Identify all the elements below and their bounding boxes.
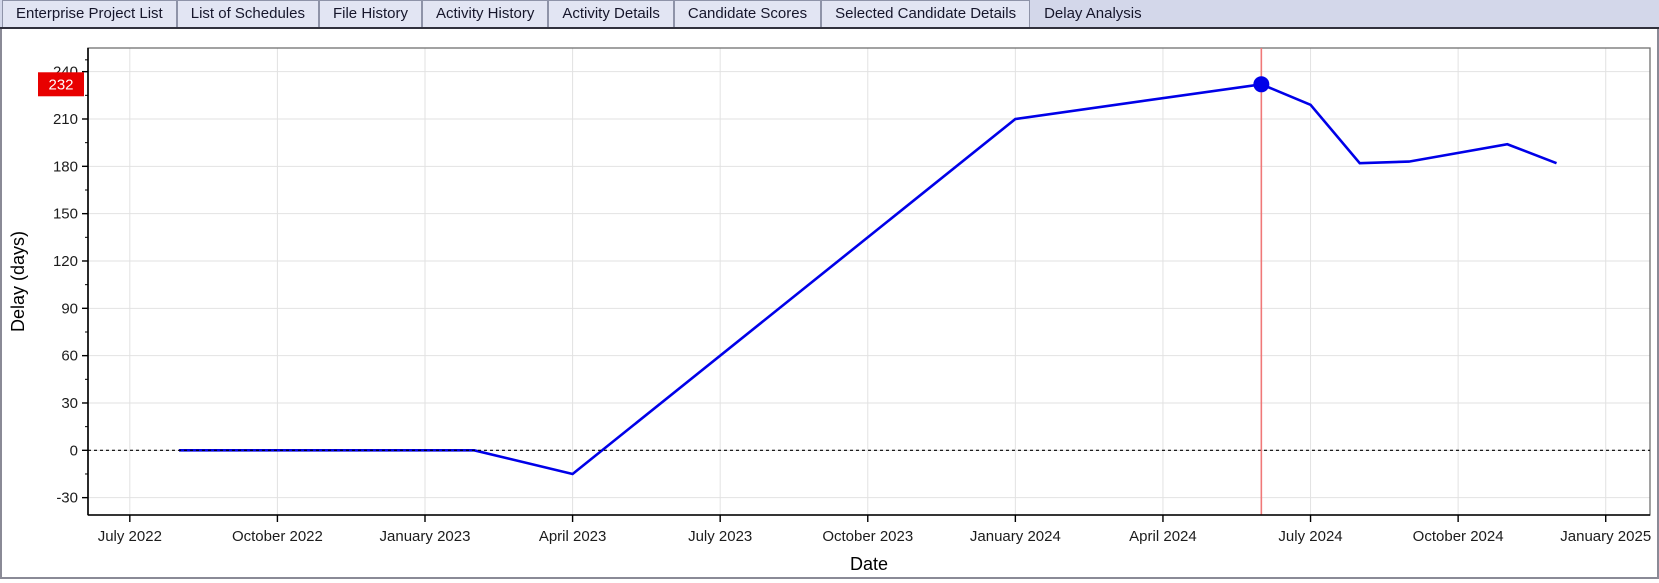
- delay-analysis-panel: 240 210 180 150 120 90 60 30 0 -30 July 2022 Octobe…: [0, 29, 1659, 579]
- x-tick-label: January 2024: [970, 528, 1061, 545]
- y-tick-label: -30: [56, 490, 78, 507]
- peak-delay-marker[interactable]: [1253, 76, 1270, 93]
- tab-activity-history[interactable]: Activity History: [422, 0, 549, 27]
- x-tick-label: April 2023: [539, 528, 607, 545]
- tab-activity-details[interactable]: Activity Details: [548, 0, 674, 27]
- delay-line-series: [179, 82, 1557, 476]
- x-tick-label: January 2025: [1560, 528, 1651, 545]
- tab-enterprise-project-list[interactable]: Enterprise Project List: [2, 0, 177, 27]
- y-tick-label: 90: [61, 300, 78, 317]
- tab-file-history[interactable]: File History: [318, 0, 422, 27]
- x-tick-label: October 2022: [232, 528, 323, 545]
- x-tick-label: April 2024: [1129, 528, 1197, 545]
- y-tick-label: 0: [70, 442, 78, 459]
- y-tick-label: 30: [61, 395, 78, 412]
- y-tick-label: 210: [53, 111, 78, 128]
- y-tick-label: 60: [61, 348, 78, 365]
- peak-value-badge-label: 232: [48, 76, 73, 93]
- tab-candidate-scores[interactable]: Candidate Scores: [673, 0, 822, 27]
- tab-selected-candidate-details[interactable]: Selected Candidate Details: [821, 0, 1031, 27]
- y-tick-label: 120: [53, 253, 78, 270]
- x-tick-label: July 2023: [688, 528, 752, 545]
- x-axis-title: Date: [850, 554, 888, 574]
- x-tick-label: October 2023: [822, 528, 913, 545]
- x-tick-label: July 2022: [98, 528, 162, 545]
- peak-value-badge: [38, 72, 84, 97]
- plot-frame: [87, 47, 1651, 516]
- x-tick-label: October 2024: [1413, 528, 1504, 545]
- x-tick-label: July 2024: [1278, 528, 1342, 545]
- x-tick-label: January 2023: [380, 528, 471, 545]
- tab-list-of-schedules[interactable]: List of Schedules: [176, 0, 319, 27]
- y-axis-title: Delay (days): [8, 231, 28, 332]
- tab-delay-analysis[interactable]: Delay Analysis: [1030, 0, 1156, 27]
- y-tick-label: 150: [53, 206, 78, 223]
- y-tick-label: 180: [53, 158, 78, 175]
- tab-strip: Enterprise Project List List of Schedules…: [0, 0, 1659, 29]
